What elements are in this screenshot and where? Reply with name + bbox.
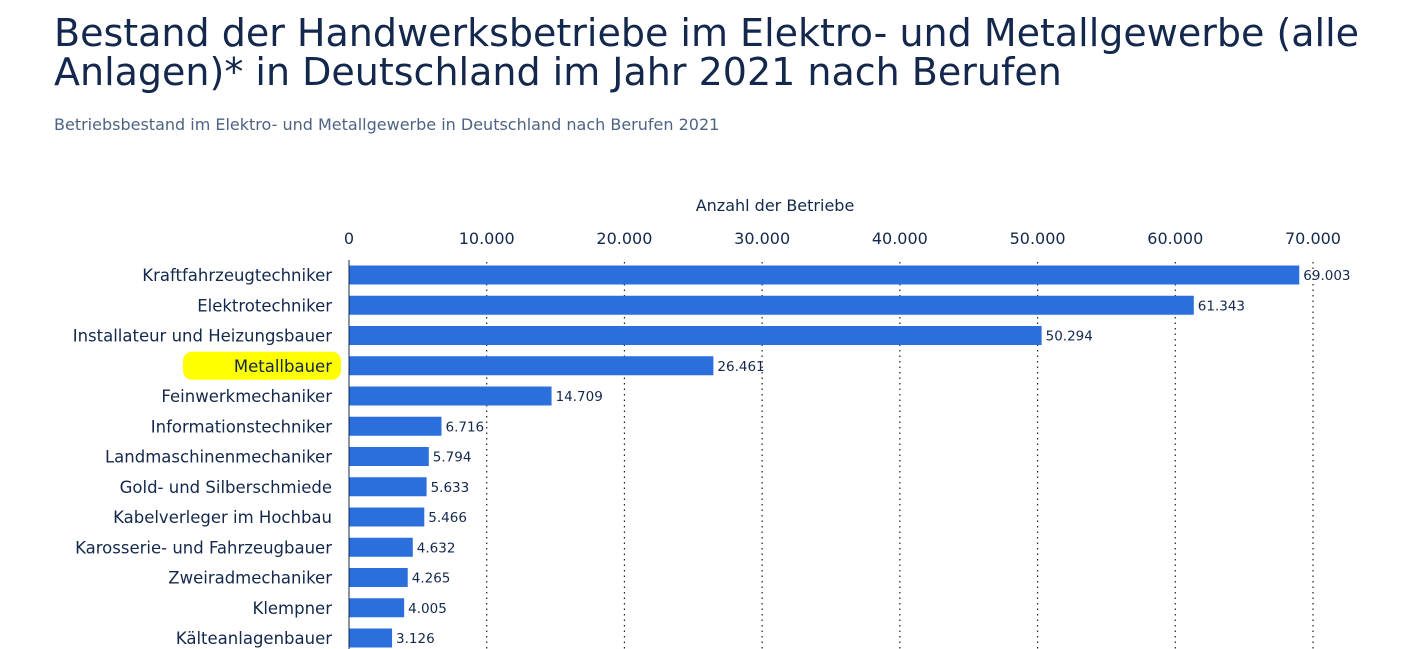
value-label: 14.709 <box>556 389 603 405</box>
bar <box>349 265 1300 285</box>
x-tick-label: 50.000 <box>1010 229 1066 248</box>
x-tick-label: 0 <box>344 229 354 248</box>
category-label: Kraftfahrzeugtechniker <box>142 266 332 285</box>
value-label: 5.466 <box>428 510 467 526</box>
value-label: 4.632 <box>417 540 456 556</box>
bars <box>349 265 1300 648</box>
bar <box>349 295 1194 315</box>
value-label: 50.294 <box>1046 329 1093 345</box>
chart-subtitle: Betriebsbestand im Elektro- und Metallge… <box>54 115 720 134</box>
category-label: Installateur und Heizungsbauer <box>73 327 333 346</box>
value-label: 69.003 <box>1303 268 1350 284</box>
category-label: Klempner <box>253 599 333 618</box>
x-tick-label: 40.000 <box>872 229 928 248</box>
category-label: Elektrotechniker <box>197 296 332 315</box>
x-tick-label: 10.000 <box>459 229 515 248</box>
bar <box>349 416 442 436</box>
bar <box>349 477 427 497</box>
value-label: 3.126 <box>396 631 435 647</box>
value-label: 5.794 <box>433 450 472 466</box>
category-label: Kabelverleger im Hochbau <box>113 508 332 527</box>
x-tick-label: 20.000 <box>596 229 652 248</box>
bar <box>349 447 429 466</box>
bar <box>349 598 405 618</box>
x-tick-label: 70.000 <box>1285 229 1341 248</box>
value-label: 6.716 <box>445 419 484 435</box>
value-label: 26.461 <box>717 359 764 375</box>
category-label: Informationstechniker <box>151 417 332 436</box>
value-label: 4.265 <box>412 571 451 587</box>
category-label: Landmaschinenmechaniker <box>105 448 332 467</box>
bar <box>349 507 425 527</box>
value-label: 61.343 <box>1198 298 1245 314</box>
bar <box>349 386 552 406</box>
category-label: Zweiradmechaniker <box>168 569 332 588</box>
x-axis-label: Anzahl der Betriebe <box>696 196 855 215</box>
bar <box>349 537 413 557</box>
bar <box>349 356 714 376</box>
category-highlight <box>183 351 341 380</box>
bar <box>349 628 393 648</box>
category-label: Kälteanlagenbauer <box>176 629 332 648</box>
value-labels: 69.003 61.343 50.294 26.461 14.709 6.716 5.794… <box>396 268 1350 647</box>
x-tick-label: 30.000 <box>734 229 790 248</box>
value-label: 4.005 <box>408 601 447 617</box>
value-label: 5.633 <box>431 480 470 496</box>
grid-lines <box>486 262 1314 649</box>
bar <box>349 568 408 587</box>
category-label: Karosserie- und Fahrzeugbauer <box>75 538 332 557</box>
category-labels: Kraftfahrzeugtechniker Elektrotechniker In… <box>73 266 341 648</box>
x-axis-ticks: 0 10.000 20.000 30.000 40.000 50.000 60.000 70.… <box>344 229 1341 248</box>
category-label: Gold- und Silberschmiede <box>120 478 332 497</box>
category-label: Feinwerkmechaniker <box>161 387 332 406</box>
bar <box>349 326 1042 345</box>
category-label: Metallbauer <box>234 357 332 376</box>
chart-title: Bestand der Handwerksbetriebe im Elektro… <box>54 11 1360 94</box>
x-tick-label: 60.000 <box>1147 229 1203 248</box>
